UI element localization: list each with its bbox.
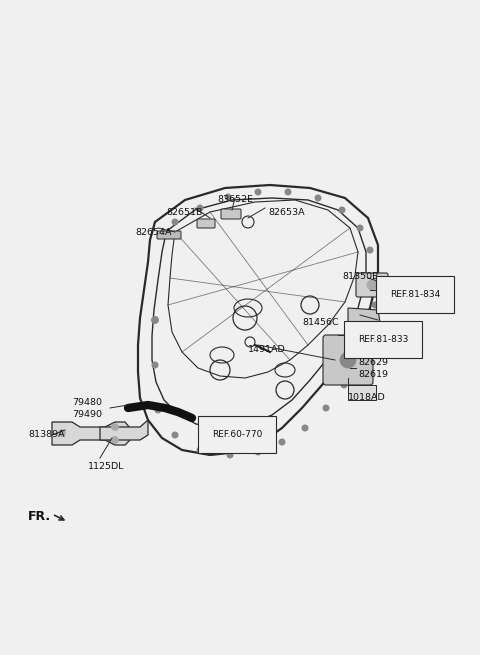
Text: 82619: 82619 (358, 370, 388, 379)
FancyBboxPatch shape (197, 219, 215, 228)
Circle shape (285, 189, 291, 195)
Text: 1491AD: 1491AD (248, 345, 286, 354)
Text: 1018AD: 1018AD (348, 393, 386, 402)
Polygon shape (348, 308, 380, 332)
Text: 82629: 82629 (358, 358, 388, 367)
Circle shape (357, 358, 363, 365)
Circle shape (155, 407, 161, 413)
Circle shape (314, 195, 322, 202)
Circle shape (367, 331, 373, 339)
Text: REF.60-770: REF.60-770 (212, 430, 263, 439)
Circle shape (59, 430, 65, 436)
Circle shape (371, 274, 377, 282)
Circle shape (225, 193, 231, 200)
Circle shape (254, 189, 262, 195)
Text: 81350B: 81350B (342, 272, 379, 281)
Circle shape (278, 438, 286, 445)
Text: 82653A: 82653A (268, 208, 305, 217)
FancyBboxPatch shape (323, 335, 373, 385)
Circle shape (152, 362, 158, 369)
Circle shape (323, 405, 329, 411)
Circle shape (171, 432, 179, 438)
Text: 81389A: 81389A (28, 430, 65, 439)
FancyBboxPatch shape (221, 209, 241, 219)
Text: 1125DL: 1125DL (88, 462, 124, 471)
FancyBboxPatch shape (157, 231, 181, 239)
Polygon shape (100, 420, 148, 440)
Circle shape (254, 449, 262, 455)
Circle shape (227, 451, 233, 458)
Text: FR.: FR. (28, 510, 51, 523)
FancyBboxPatch shape (356, 273, 388, 297)
Circle shape (111, 424, 119, 430)
Circle shape (340, 352, 356, 368)
FancyBboxPatch shape (348, 385, 376, 400)
Text: 82654A: 82654A (135, 228, 171, 237)
Text: 83652E: 83652E (217, 195, 253, 204)
Circle shape (301, 424, 309, 432)
Text: 79490: 79490 (72, 410, 102, 419)
Text: REF.81-834: REF.81-834 (390, 290, 440, 299)
Circle shape (338, 206, 346, 214)
Circle shape (367, 280, 377, 290)
Text: REF.81-833: REF.81-833 (358, 335, 408, 344)
Circle shape (171, 219, 179, 225)
Polygon shape (52, 422, 130, 445)
Circle shape (196, 447, 204, 453)
Circle shape (196, 204, 204, 212)
Circle shape (151, 316, 159, 324)
Circle shape (367, 246, 373, 253)
Text: 81456C: 81456C (302, 318, 338, 327)
Circle shape (372, 301, 379, 309)
Circle shape (111, 436, 119, 443)
Text: 82651B: 82651B (167, 208, 203, 217)
Circle shape (357, 225, 363, 231)
Text: 79480: 79480 (72, 398, 102, 407)
Circle shape (340, 381, 348, 388)
